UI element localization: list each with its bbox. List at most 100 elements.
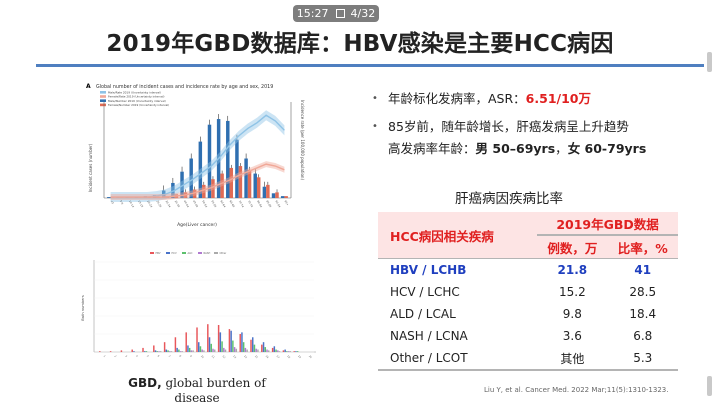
x-tick-label: <5 (110, 200, 116, 206)
cell-cause: Other / LCOT (390, 351, 468, 365)
other-bar (246, 349, 248, 352)
nash-bar (244, 347, 247, 352)
nash-bar (190, 350, 193, 352)
hcv-bar (144, 351, 146, 352)
x-tick-label: 15 (254, 354, 259, 359)
male-bar (262, 186, 267, 198)
table-header-row: HCC病因相关疾病 2019年GBD数据 (378, 212, 678, 259)
hcv-bar (295, 351, 297, 352)
cell-count: 3.6 (562, 329, 582, 343)
ald-bar (264, 347, 267, 352)
ald-bar (221, 341, 223, 352)
ald-bar (156, 351, 159, 352)
x-tick-label: 5-9 (119, 200, 125, 206)
x-tick-label: 25-29 (155, 200, 162, 209)
female-bar (229, 167, 234, 198)
nash-bar (223, 347, 225, 352)
nash-bar (266, 349, 268, 352)
table-row: Other / LCOT 其他 5.3 (378, 347, 678, 370)
legend-swatch (214, 252, 218, 254)
female-bar (220, 173, 224, 198)
reference-citation: Liu Y, et al. Cancer Med. 2022 Mar;11(5)… (484, 386, 669, 394)
other-bar (192, 350, 194, 352)
x-tick-label: 2 (113, 354, 117, 358)
x-tick-label: 13 (232, 354, 237, 359)
side-nav-handle-top[interactable] (707, 52, 712, 72)
legend-label: Other (220, 252, 227, 255)
hbv-bar (109, 351, 112, 352)
hcv-bar (262, 342, 265, 352)
hbv-bar (142, 347, 144, 352)
figure-b-legend: HBV HCV ALD NASH Other (150, 252, 226, 255)
other-bar (203, 350, 205, 352)
hcv-bar (284, 349, 286, 352)
female-bar (284, 196, 288, 198)
x-tick-label: 14 (243, 354, 248, 359)
side-nav-handle-bottom[interactable] (707, 376, 712, 396)
x-tick-label: 7 (167, 354, 171, 358)
hcv-bar (176, 347, 178, 352)
cell-rate: 28.5 (629, 285, 657, 299)
square-outline-icon (336, 9, 345, 18)
male-bar (207, 124, 212, 198)
figure-b-gridlines (94, 261, 314, 353)
cell-cause: HBV / LCHB (390, 263, 467, 277)
x-tick-label: 9 (189, 354, 193, 358)
header-group: 2019年GBD数据 (537, 212, 678, 236)
figure-incidence-by-age: A Global number of incident cases and in… (86, 83, 305, 228)
bullet-dot-icon: • (372, 93, 378, 104)
cell-rate: 18.4 (629, 307, 657, 321)
other-bar (289, 351, 292, 352)
hbv-bar (163, 342, 166, 352)
x-tick-label: 16 (265, 354, 270, 359)
nash-bar (169, 351, 171, 352)
cell-count: 15.2 (558, 285, 586, 299)
other-bar (181, 351, 184, 352)
figure-b-ylabel: Bath numbers (81, 295, 85, 321)
x-tick-label: 80-84 (256, 200, 263, 209)
hbv-bar (185, 332, 187, 352)
x-tick-label: 3 (124, 354, 128, 358)
legend-label: Female/Number 2019 (Uncertainty interval… (108, 103, 169, 107)
hbv-bar (217, 325, 220, 352)
x-tick-label: 4 (135, 354, 139, 358)
cell-cause: ALD / LCAL (390, 307, 456, 321)
legend-label: Male/Number 2019 (Uncertainty interval) (108, 99, 166, 103)
panel-label: A (86, 83, 91, 90)
x-tick-label: 18 (286, 354, 291, 359)
hbv-bar (282, 350, 285, 352)
x-tick-label: 55-59 (210, 200, 217, 209)
table-row: NASH / LCNA 3.6 6.8 (378, 325, 678, 347)
ald-bar (286, 351, 288, 352)
male-bar (107, 197, 111, 198)
figure-a-ticks: <5 5-9 10-14 15-19 20-24 25-29 30-34 35-39 40-44… (110, 200, 290, 209)
x-tick-label: 11 (211, 354, 216, 359)
cell-rate: 6.8 (633, 329, 653, 343)
x-tick-label: 10 (200, 354, 205, 359)
legend-label: Male/Rate 2019 (Uncertainty interval) (108, 90, 161, 94)
ald-bar (232, 340, 234, 352)
hbv-bar (207, 324, 209, 352)
hcv-bar (187, 345, 189, 352)
figure-caption: GBD, global burden of disease (116, 376, 278, 406)
table-row: ALD / LCAL 9.8 18.4 (378, 303, 678, 325)
clock-time: 15:27 (296, 7, 329, 20)
status-pill[interactable]: 15:27 4/32 (293, 5, 379, 22)
bullet-male-age: 男 50–69yrs (475, 141, 556, 156)
cell-rate: 41 (634, 263, 652, 277)
male-bar (235, 139, 239, 198)
male-bar (280, 196, 285, 198)
female-bar (238, 166, 243, 198)
other-bar (159, 351, 162, 352)
x-tick-label: 12 (221, 354, 226, 359)
etiology-table: HCC病因相关疾病 2019年GBD数据 例数，万 比率，% HBV / LCH… (378, 212, 678, 372)
x-tick-label: 1 (103, 354, 107, 358)
page-counter: 4/32 (350, 7, 376, 20)
legend-swatch (100, 91, 106, 94)
slide-title: 2019年GBD数据库：HBV感染是主要HCC病因 (106, 31, 614, 57)
female-bar (247, 169, 252, 198)
x-tick-label: 50-54 (201, 200, 208, 209)
x-tick-label: 70-74 (238, 200, 245, 209)
figure-a-title: Global number of incident cases and inci… (96, 84, 273, 90)
hbv-bar (293, 351, 295, 352)
